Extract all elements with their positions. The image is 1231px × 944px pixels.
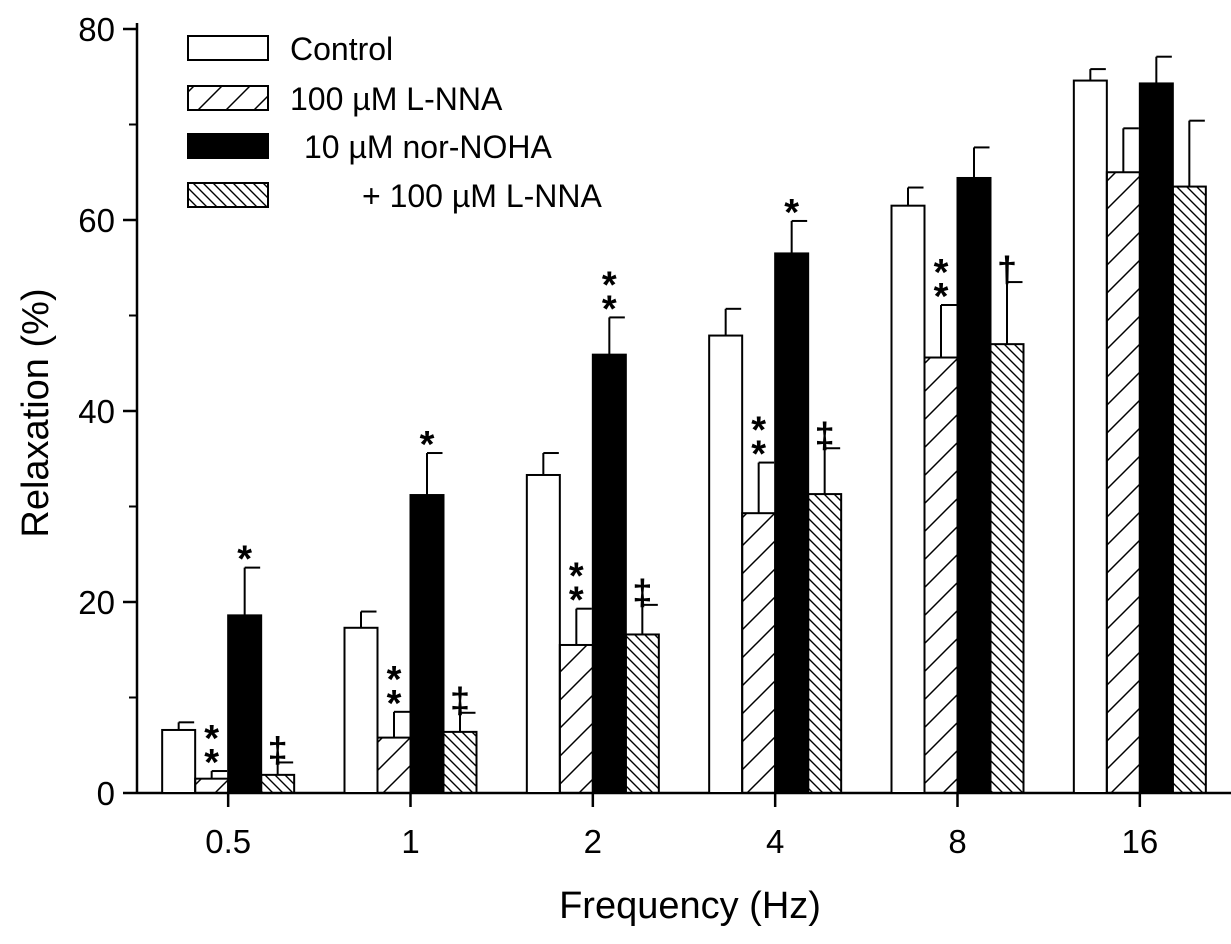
x-axis-label: Frequency (Hz) [559,885,821,927]
significance-marker: * [751,434,766,476]
legend-label: Control [290,31,393,67]
bar [343,626,379,794]
significance-marker: * [204,718,219,760]
significance-marker: ‡ [632,572,652,613]
y-tick-label: 60 [78,202,115,239]
significance-marker: * [934,252,949,294]
significance-marker: * [420,424,435,466]
bar [442,730,478,795]
bar [409,494,445,794]
legend-swatch [187,133,269,159]
bar [227,614,263,794]
bar [807,493,843,794]
significance-marker: * [387,659,402,701]
x-tick-label: 2 [584,823,602,860]
x-tick-label: 0.5 [205,823,251,860]
bar [161,728,197,794]
bar [558,643,594,794]
bar [260,773,296,794]
significance-marker: * [751,410,766,452]
significance-marker: ‡ [268,729,288,770]
legend-label: + 100 µM L-NNA [362,178,603,214]
x-tick-label: 1 [401,823,419,860]
x-tick-label: 16 [1121,823,1158,860]
bar [376,736,412,794]
bar [956,176,992,795]
significance-marker: * [784,192,799,234]
x-tick-label: 8 [948,823,966,860]
y-axis-label: Relaxation (%) [15,288,57,537]
significance-marker: * [602,288,617,330]
bar [1105,171,1141,794]
legend-label: 10 µM nor-NOHA [304,129,552,165]
bar [774,252,810,795]
significance-marker: * [387,683,402,725]
bar [525,473,561,794]
bar [1171,185,1207,794]
bar [708,334,744,794]
bar [1138,82,1174,794]
bars: ***************‡‡‡‡† [161,55,1207,795]
y-tick-label: 0 [97,775,115,812]
significance-marker: * [569,580,584,622]
legend-label: 100 µM L-NNA [290,81,503,117]
bar [1072,79,1108,794]
bar [923,356,959,794]
significance-marker: ‡ [815,415,835,456]
legend-swatch [187,85,269,111]
legend: Control 100 µM L-NNA 10 µM nor-NOHA + 100 µ… [187,31,603,214]
significance-marker: * [204,742,219,784]
y-tick-label: 80 [78,11,115,48]
legend-swatch [187,182,269,208]
bar [624,633,660,794]
y-tick-label: 20 [78,584,115,621]
significance-marker: * [569,556,584,598]
bar [989,343,1025,794]
significance-marker: † [997,249,1017,290]
bar [741,512,777,794]
significance-marker: * [237,539,252,581]
legend-swatch [187,35,269,61]
y-tick-label: 40 [78,393,115,430]
significance-marker: * [934,276,949,318]
bar [591,353,627,794]
significance-marker: ‡ [450,680,470,721]
significance-marker: * [602,264,617,306]
bar [890,204,926,795]
x-tick-label: 4 [766,823,784,860]
axes: 0 20 40 60 80 0.5 1 2 4 8 16 [78,11,1231,860]
